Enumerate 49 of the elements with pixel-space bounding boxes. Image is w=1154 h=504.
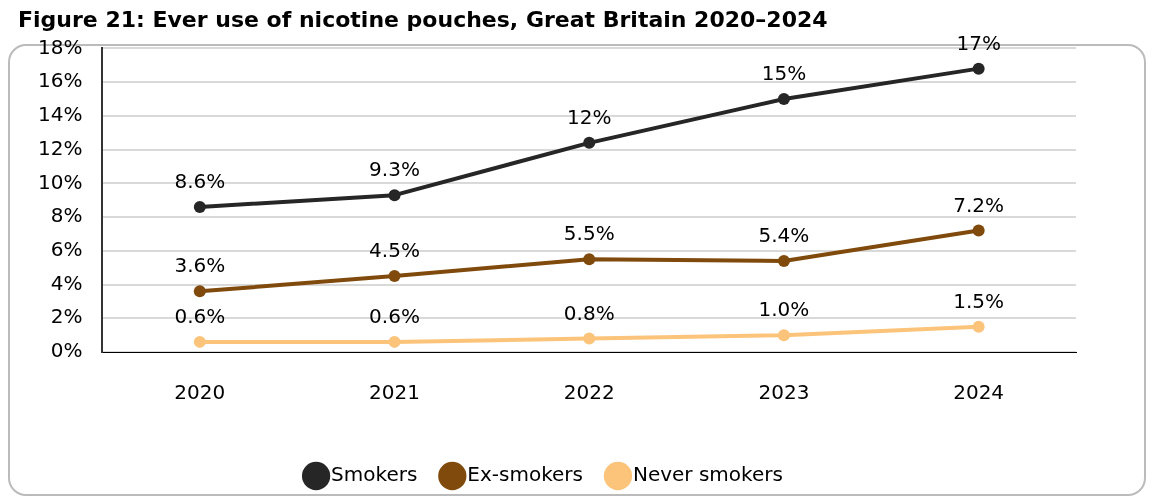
x-tick-label: 2022 xyxy=(563,380,615,405)
legend-label: Ex-smokers xyxy=(467,462,583,487)
y-tick-label: 10% xyxy=(38,169,83,194)
legend-label: Never smokers xyxy=(632,462,783,487)
data-label: 0.6% xyxy=(369,304,420,329)
y-tick-label: 12% xyxy=(38,135,83,160)
x-tick-label: 2023 xyxy=(758,380,810,405)
data-label: 1.5% xyxy=(953,288,1005,313)
data-label: 3.6% xyxy=(174,253,226,278)
y-tick-label: 14% xyxy=(38,102,83,127)
point xyxy=(583,332,596,345)
data-label: 7.2% xyxy=(953,192,1005,217)
x-tick-label: 2021 xyxy=(369,380,420,405)
data-label: 4.5% xyxy=(369,238,420,263)
point xyxy=(777,254,790,267)
point xyxy=(777,329,790,342)
point xyxy=(583,136,596,149)
data-label: 15% xyxy=(761,61,807,86)
x-tick-label: 2024 xyxy=(953,380,1005,405)
point xyxy=(583,253,596,266)
data-label: 17% xyxy=(956,30,1001,55)
data-label: 12% xyxy=(567,105,612,130)
point xyxy=(972,320,985,333)
chart-title: Figure 21: Ever use of nicotine pouches, Great Britain 2020–2024 xyxy=(18,6,828,32)
y-tick-label: 4% xyxy=(50,270,83,295)
point xyxy=(972,62,985,75)
data-label: 5.5% xyxy=(563,221,615,246)
data-label: 5.4% xyxy=(758,223,810,248)
point xyxy=(193,285,206,298)
y-tick-label: 6% xyxy=(50,237,83,261)
point xyxy=(193,335,206,348)
data-label: 1.0% xyxy=(758,297,810,322)
data-label: 0.6% xyxy=(174,304,226,329)
point xyxy=(388,270,401,283)
y-tick-label: 18% xyxy=(38,34,83,59)
y-tick-label: 8% xyxy=(50,203,83,228)
y-tick-label: 2% xyxy=(50,304,83,329)
point xyxy=(972,224,985,237)
data-label: 9.3% xyxy=(369,157,420,182)
y-tick-label: 16% xyxy=(38,68,83,93)
x-tick-label: 2020 xyxy=(174,380,226,405)
point xyxy=(777,93,790,105)
legend-label: Smokers xyxy=(331,462,418,487)
point xyxy=(388,189,401,202)
data-label: 0.8% xyxy=(563,300,615,325)
data-label: 8.6% xyxy=(174,169,226,194)
y-tick-label: 0% xyxy=(50,338,83,363)
point xyxy=(388,335,401,348)
point xyxy=(193,200,206,213)
